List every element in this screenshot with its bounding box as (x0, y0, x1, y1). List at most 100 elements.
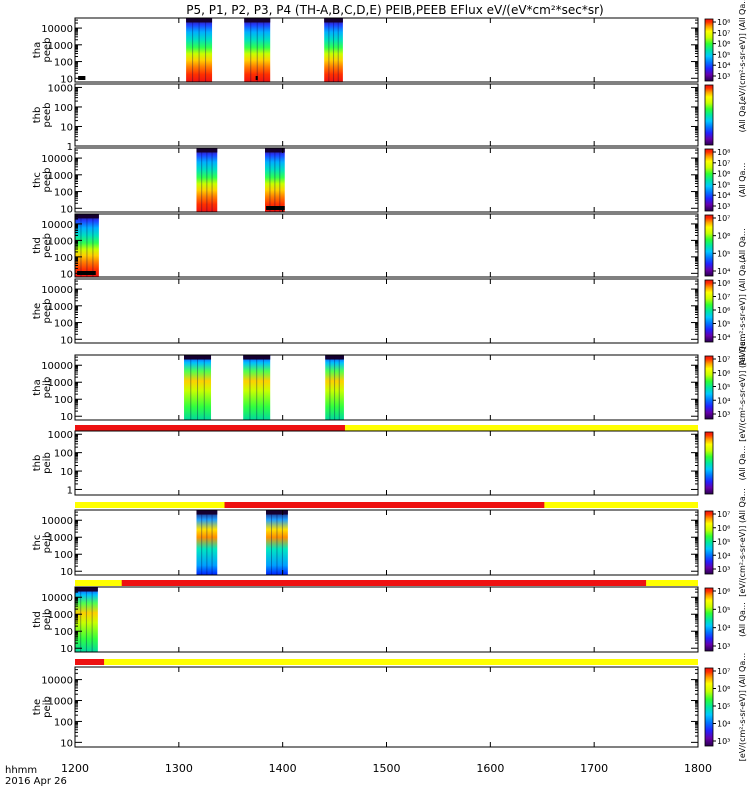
colorbar-label: [eV/(cm²-s-sr-eV)] (All Qa… (738, 257, 747, 365)
spectrogram-block (196, 148, 218, 212)
panel-ylabel: thbpeeb (32, 103, 53, 128)
y-tick-label: 1000 (48, 171, 73, 182)
colorbar-tick-label: 10⁶ (717, 685, 730, 694)
y-tick-label: 10000 (41, 220, 73, 231)
panel-frame (74, 147, 699, 213)
spectrogram-block (325, 355, 344, 420)
y-tick-label: 100 (54, 395, 73, 406)
panel-frame (74, 666, 699, 748)
panel-ylabel-line: peeb (42, 168, 53, 193)
panel-frame (74, 17, 699, 83)
colorbar-tick-label: 10⁶ (717, 587, 730, 596)
spectrogram-block-top (266, 510, 288, 515)
colorbar-tick-label: 10⁷ (717, 159, 730, 168)
x-tick-label: 1600 (476, 762, 504, 775)
colorbar-tick-label: 10³ (717, 642, 730, 651)
panel-thd-peeb: 10 100 1000 10000 thdpeeb 10⁴ 10⁵ 10⁶ 10⁷ (All Qa… (32, 213, 747, 280)
panel-ylabel-line: peeb (42, 103, 53, 128)
spectrogram-block (243, 355, 271, 420)
panel-thb-peib: 1 10 100 1000 thbpeib (All Qa… (32, 430, 747, 508)
y-tick-label: 1 (67, 485, 73, 496)
time-axis-label: hhmm (5, 765, 37, 776)
y-tick-label: 1000 (48, 83, 73, 94)
colorbar-tick-label: 10⁶ (717, 306, 730, 315)
x-tick-label: 1300 (165, 762, 193, 775)
panel-ylabel-line: thb (32, 107, 43, 124)
panel-ylabel-line: tha (32, 42, 43, 58)
colorbar-tick-label: 10⁴ (717, 267, 730, 276)
colorbar-tick-label: 10³ (717, 202, 730, 211)
y-tick-label: 10000 (41, 285, 73, 296)
y-tick-label: 10000 (41, 361, 73, 372)
colorbar-tick-label: 10⁴ (717, 333, 730, 342)
colorbar-tick-label: 10⁷ (717, 29, 730, 38)
spectrogram-block-top (243, 355, 271, 360)
quality-flag-red (75, 425, 345, 431)
y-tick-label: 1 (67, 142, 73, 153)
spectrogram-block (75, 214, 99, 277)
spectrogram-block-top (184, 355, 212, 360)
y-tick-label: 10 (60, 122, 73, 133)
x-tick-label: 1800 (684, 762, 712, 775)
y-tick-label: 10 (60, 412, 73, 423)
panel-the-peib: 10 100 1000 10000 thepeib 10³ 10⁴ 10⁵ 10⁶ 10⁷ [eV/… (32, 653, 747, 761)
colorbar-tick-label: 10⁶ (717, 170, 730, 179)
y-tick-label: 1000 (48, 697, 73, 708)
colorbar-tick-label: 10⁴ (717, 61, 730, 70)
colorbar-tick-label: 10⁵ (717, 320, 730, 329)
y-tick-label: 100 (54, 103, 73, 114)
panel-ylabel: thbpeib (32, 452, 53, 474)
panel-ylabel-line: peeb (42, 233, 53, 258)
colorbar-tick-label: 10⁶ (717, 40, 730, 49)
panels-group: 10100100010000thapeeb10³10⁴10⁵10⁶10⁷10⁸[… (32, 0, 747, 775)
colorbar-tick-label: 10⁴ (717, 624, 730, 633)
y-tick-label: 10 (60, 567, 73, 578)
colorbar (704, 279, 714, 343)
panel-thb-peeb: 1 10 100 1000 thbpeeb (All Qa… (32, 83, 747, 153)
y-tick-label: 100 (54, 717, 73, 728)
colorbar-tick-label: 10³ (717, 565, 730, 574)
colorbar-label: [eV/(cm²-s-sr-eV)] (All Qa… (738, 333, 747, 441)
spectrogram-block-top (75, 214, 99, 219)
colorbar (704, 355, 714, 420)
panel-thd-peib: 10 100 1000 10000 thdpeib 10³ 10⁴ 10⁵ 10⁶ (All Qa… (32, 586, 747, 665)
spectrogram-block-top (75, 587, 98, 592)
panel-ylabel-line: tha (32, 379, 43, 395)
y-tick-label: 1000 (48, 378, 73, 389)
panel-frame (74, 430, 699, 496)
panel-ylabel-line: the (32, 303, 43, 319)
spectrogram-block (196, 510, 218, 575)
y-tick-label: 10 (60, 204, 73, 215)
spectrogram-block-top (196, 510, 218, 515)
x-axis-labels: 1200 1300 1400 1500 1600 1700 1800 (61, 762, 712, 775)
y-tick-label: 100 (54, 188, 73, 199)
panel-thc-peib: 10 100 1000 10000 thcpeib 10³ 10⁴ 10⁵ 10⁶ 10⁷ [eV/… (32, 488, 747, 596)
colorbar-label: (All Qa… (738, 98, 747, 133)
colorbar-tick-label: 10⁵ (717, 249, 730, 258)
spectrogram-block (75, 587, 98, 652)
colorbar-tick-label: 10⁵ (717, 50, 730, 59)
panel-ylabel: thapeeb (32, 38, 53, 63)
panel-ylabel-line: peib (42, 452, 53, 474)
colorbar-tick-label: 10⁷ (717, 667, 730, 676)
colorbar-tick-label: 10⁵ (717, 702, 730, 711)
x-tick-label: 1200 (61, 762, 89, 775)
spectrogram-block (186, 18, 213, 82)
panel-ylabel-line: peeb (42, 38, 53, 63)
colorbar-tick-label: 10⁶ (717, 524, 730, 533)
colorbar-tick-label: 10⁴ (717, 551, 730, 560)
colorbar-tick-label: 10³ (717, 737, 730, 746)
colorbar-tick-label: 10⁸ (717, 148, 730, 157)
colorbar-tick-label: 10³ (717, 410, 730, 419)
y-tick-label: 10000 (41, 516, 73, 527)
y-tick-label: 10 (60, 644, 73, 655)
colorbar-label: (All Qa… (738, 163, 747, 198)
colorbar-tick-label: 10⁵ (717, 538, 730, 547)
panel-ylabel: thdpeib (32, 609, 53, 631)
y-tick-label: 10000 (41, 593, 73, 604)
colorbar (704, 148, 714, 212)
colorbar-tick-label: 10⁴ (717, 720, 730, 729)
low-count-mark (255, 76, 258, 80)
panel-frame (74, 354, 699, 421)
